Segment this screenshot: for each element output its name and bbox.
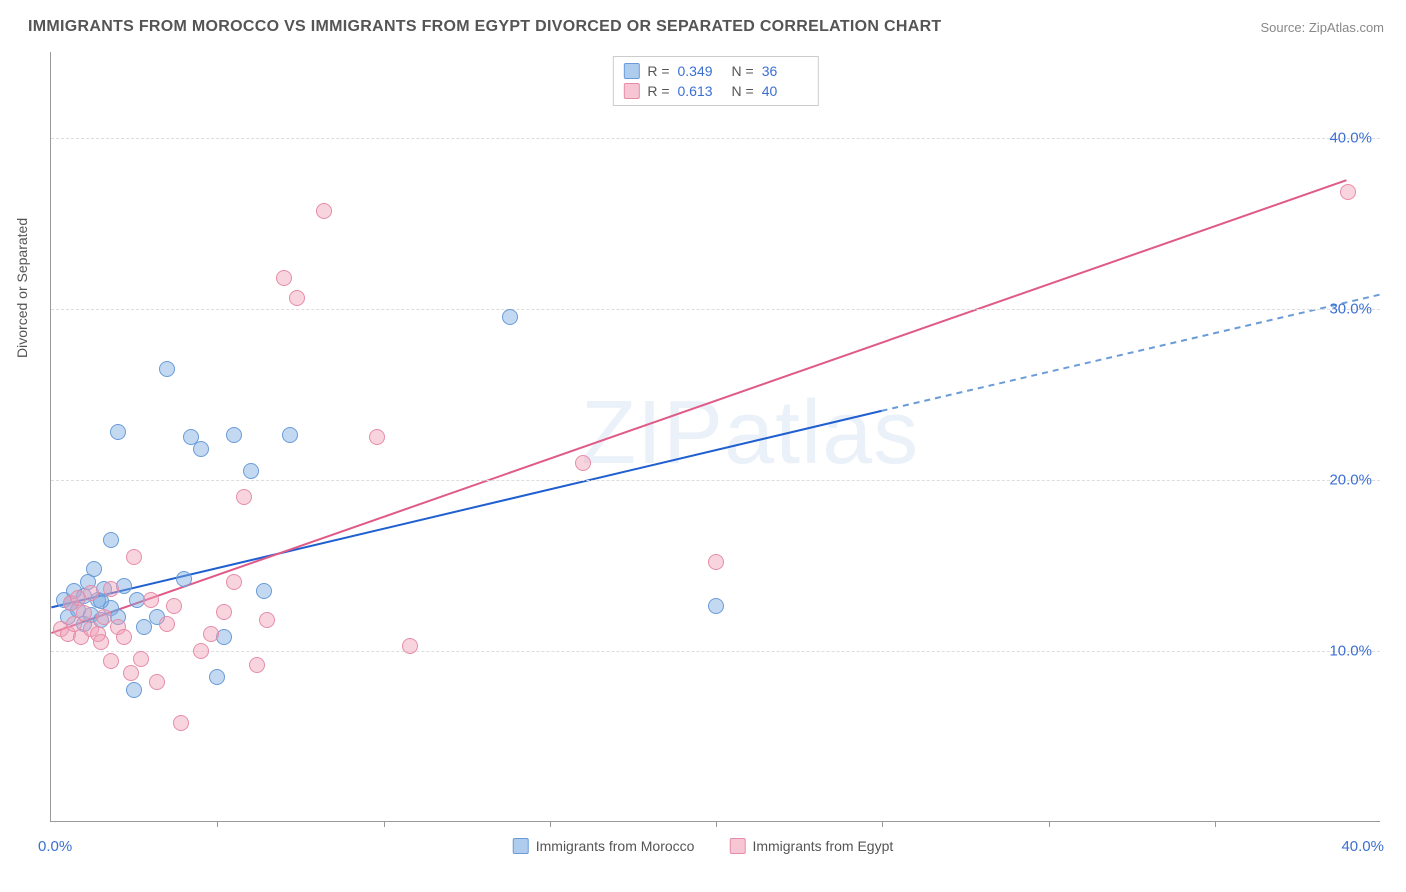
scatter-point (93, 634, 109, 650)
r-label: R = (647, 63, 669, 79)
x-axis-low-label: 0.0% (38, 838, 72, 855)
scatter-point (249, 657, 265, 673)
swatch-blue-icon (623, 63, 639, 79)
scatter-point (1340, 184, 1356, 200)
scatter-point (143, 592, 159, 608)
gridline (51, 480, 1380, 481)
legend-item-egypt: Immigrants from Egypt (729, 838, 893, 854)
scatter-point (316, 203, 332, 219)
r-label: R = (647, 83, 669, 99)
x-tick (716, 821, 717, 827)
scatter-point (193, 441, 209, 457)
scatter-point (193, 643, 209, 659)
scatter-point (259, 612, 275, 628)
scatter-point (575, 455, 591, 471)
scatter-point (209, 669, 225, 685)
scatter-point (173, 715, 189, 731)
scatter-point (136, 619, 152, 635)
scatter-point (282, 427, 298, 443)
legend-item-morocco: Immigrants from Morocco (513, 838, 695, 854)
x-axis-high-label: 40.0% (1341, 838, 1384, 855)
series-legend: Immigrants from Morocco Immigrants from … (513, 838, 894, 854)
swatch-blue-icon (513, 838, 529, 854)
scatter-point (133, 651, 149, 667)
swatch-pink-icon (729, 838, 745, 854)
x-tick (1215, 821, 1216, 827)
n-label: N = (732, 83, 754, 99)
scatter-point (226, 427, 242, 443)
scatter-point (276, 270, 292, 286)
n-label: N = (732, 63, 754, 79)
scatter-point (708, 554, 724, 570)
x-tick (550, 821, 551, 827)
scatter-point (123, 665, 139, 681)
trend-line (51, 180, 1346, 633)
scatter-point (159, 361, 175, 377)
scatter-point (76, 605, 92, 621)
swatch-pink-icon (623, 83, 639, 99)
plot-area: ZIPatlas R = 0.349 N = 36 R = 0.613 N = … (50, 52, 1380, 822)
gridline (51, 651, 1380, 652)
scatter-point (236, 489, 252, 505)
x-tick (384, 821, 385, 827)
scatter-point (708, 598, 724, 614)
legend-label-egypt: Immigrants from Egypt (752, 838, 893, 854)
scatter-point (176, 571, 192, 587)
x-tick (1049, 821, 1050, 827)
scatter-point (126, 549, 142, 565)
x-tick (882, 821, 883, 827)
scatter-point (166, 598, 182, 614)
scatter-point (226, 574, 242, 590)
legend-label-morocco: Immigrants from Morocco (536, 838, 695, 854)
n-value-egypt: 40 (762, 83, 808, 99)
chart-title: IMMIGRANTS FROM MOROCCO VS IMMIGRANTS FR… (28, 18, 942, 36)
scatter-point (243, 463, 259, 479)
trend-line (882, 295, 1380, 411)
scatter-point (216, 604, 232, 620)
scatter-point (83, 585, 99, 601)
scatter-point (289, 290, 305, 306)
scatter-point (502, 309, 518, 325)
scatter-point (369, 429, 385, 445)
legend-row-egypt: R = 0.613 N = 40 (623, 81, 807, 101)
scatter-point (116, 629, 132, 645)
x-tick (217, 821, 218, 827)
scatter-point (103, 581, 119, 597)
gridline (51, 138, 1380, 139)
scatter-point (86, 561, 102, 577)
source-attribution: Source: ZipAtlas.com (1260, 20, 1384, 35)
scatter-point (126, 682, 142, 698)
r-value-egypt: 0.613 (678, 83, 724, 99)
scatter-point (103, 653, 119, 669)
y-tick-label: 30.0% (1329, 300, 1372, 317)
scatter-point (203, 626, 219, 642)
legend-row-morocco: R = 0.349 N = 36 (623, 61, 807, 81)
scatter-point (149, 674, 165, 690)
correlation-legend: R = 0.349 N = 36 R = 0.613 N = 40 (612, 56, 818, 106)
y-tick-label: 10.0% (1329, 642, 1372, 659)
y-axis-label: Divorced or Separated (14, 218, 30, 358)
gridline (51, 309, 1380, 310)
n-value-morocco: 36 (762, 63, 808, 79)
r-value-morocco: 0.349 (678, 63, 724, 79)
scatter-point (256, 583, 272, 599)
scatter-point (159, 616, 175, 632)
scatter-point (402, 638, 418, 654)
trend-lines-layer (51, 52, 1380, 821)
scatter-point (110, 424, 126, 440)
scatter-point (103, 532, 119, 548)
y-tick-label: 20.0% (1329, 471, 1372, 488)
y-tick-label: 40.0% (1329, 129, 1372, 146)
